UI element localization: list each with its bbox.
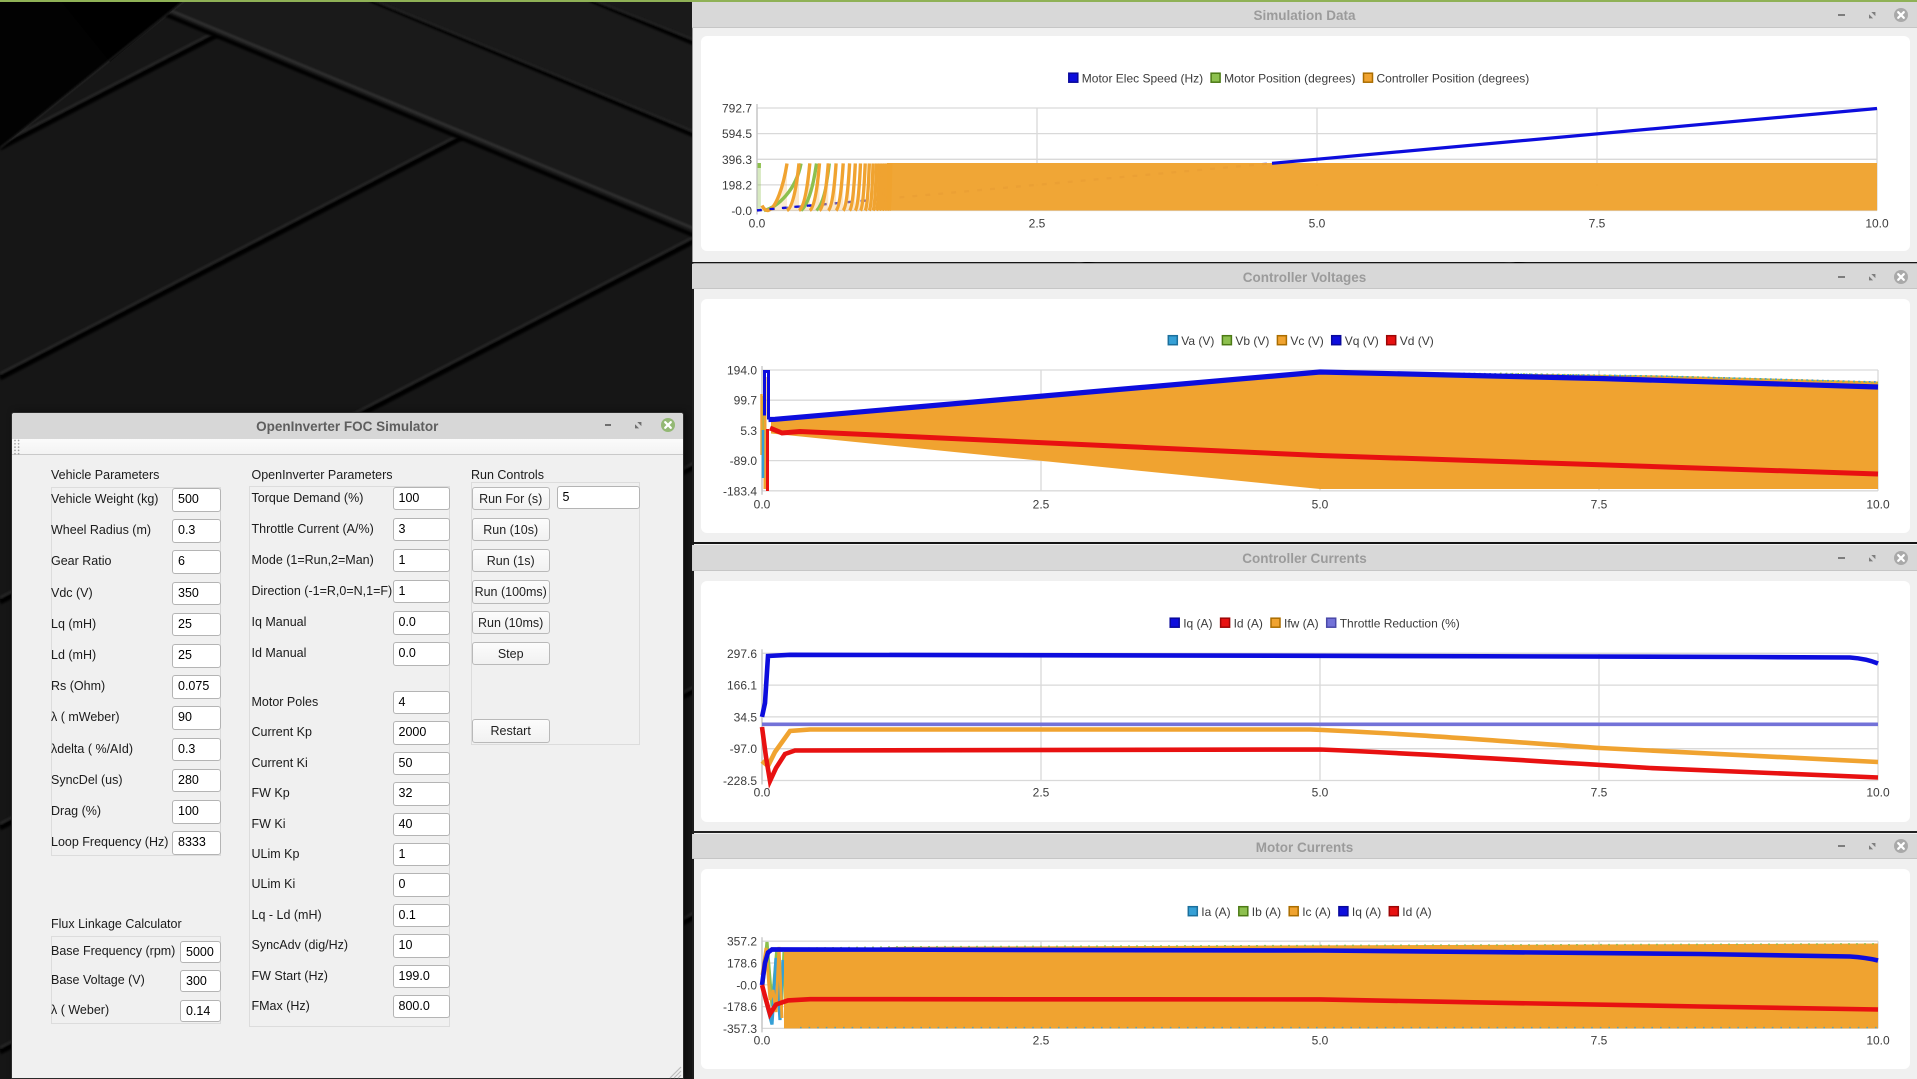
svg-text:10.0: 10.0 xyxy=(1865,217,1889,231)
svg-text:Ia (A): Ia (A) xyxy=(1201,905,1230,919)
svg-text:Va (V): Va (V) xyxy=(1181,334,1214,348)
svg-text:166.1: 166.1 xyxy=(727,679,757,693)
svg-text:Vb (V): Vb (V) xyxy=(1235,334,1269,348)
svg-text:10.0: 10.0 xyxy=(1866,498,1890,512)
svg-text:7.5: 7.5 xyxy=(1591,498,1608,512)
svg-text:-228.5: -228.5 xyxy=(723,774,757,788)
svg-text:Id (A): Id (A) xyxy=(1234,616,1263,630)
svg-text:198.2: 198.2 xyxy=(722,178,752,192)
svg-text:Ic (A): Ic (A) xyxy=(1302,905,1331,919)
svg-text:7.5: 7.5 xyxy=(1591,1034,1608,1048)
svg-text:Vc (V): Vc (V) xyxy=(1290,334,1323,348)
svg-text:0.0: 0.0 xyxy=(754,498,771,512)
svg-text:Iq (A): Iq (A) xyxy=(1352,905,1381,919)
svg-text:Vq (V): Vq (V) xyxy=(1345,334,1379,348)
svg-text:2.5: 2.5 xyxy=(1033,498,1050,512)
svg-text:0.0: 0.0 xyxy=(754,1034,771,1048)
svg-text:357.2: 357.2 xyxy=(727,935,757,949)
svg-text:297.6: 297.6 xyxy=(727,647,757,661)
svg-text:10.0: 10.0 xyxy=(1866,786,1890,800)
svg-text:10.0: 10.0 xyxy=(1866,1034,1890,1048)
svg-text:5.3: 5.3 xyxy=(740,424,757,438)
svg-text:2.5: 2.5 xyxy=(1033,786,1050,800)
svg-text:Throttle Reduction (%): Throttle Reduction (%) xyxy=(1340,616,1460,630)
svg-text:792.7: 792.7 xyxy=(722,102,752,116)
svg-text:Ib (A): Ib (A) xyxy=(1252,905,1281,919)
svg-text:7.5: 7.5 xyxy=(1589,217,1606,231)
svg-text:396.3: 396.3 xyxy=(722,153,752,167)
svg-text:-0.0: -0.0 xyxy=(731,204,752,218)
svg-text:2.5: 2.5 xyxy=(1033,1034,1050,1048)
svg-text:5.0: 5.0 xyxy=(1312,1034,1329,1048)
svg-text:7.5: 7.5 xyxy=(1591,786,1608,800)
svg-text:2.5: 2.5 xyxy=(1029,217,1046,231)
svg-text:Motor Position (degrees): Motor Position (degrees) xyxy=(1224,71,1355,85)
svg-text:194.0: 194.0 xyxy=(727,364,757,378)
svg-text:Motor Elec Speed (Hz): Motor Elec Speed (Hz) xyxy=(1082,71,1203,85)
svg-text:-183.4: -183.4 xyxy=(723,484,757,498)
svg-text:Controller Position (degrees): Controller Position (degrees) xyxy=(1377,71,1530,85)
svg-text:5.0: 5.0 xyxy=(1312,498,1329,512)
svg-text:5.0: 5.0 xyxy=(1312,786,1329,800)
svg-text:Iq (A): Iq (A) xyxy=(1183,616,1212,630)
svg-text:Ifw (A): Ifw (A) xyxy=(1284,616,1319,630)
svg-text:-357.3: -357.3 xyxy=(723,1022,757,1036)
svg-text:-89.0: -89.0 xyxy=(730,454,758,468)
svg-text:99.7: 99.7 xyxy=(734,394,758,408)
svg-text:178.6: 178.6 xyxy=(727,957,757,971)
svg-text:Id (A): Id (A) xyxy=(1402,905,1431,919)
svg-text:-178.6: -178.6 xyxy=(723,1000,757,1014)
svg-text:0.0: 0.0 xyxy=(749,217,766,231)
svg-text:Vd (V): Vd (V) xyxy=(1400,334,1434,348)
svg-text:-0.0: -0.0 xyxy=(736,978,757,992)
svg-text:0.0: 0.0 xyxy=(754,786,771,800)
svg-text:594.5: 594.5 xyxy=(722,127,752,141)
svg-text:5.0: 5.0 xyxy=(1309,217,1326,231)
svg-text:-97.0: -97.0 xyxy=(730,742,758,756)
svg-text:34.5: 34.5 xyxy=(734,710,758,724)
